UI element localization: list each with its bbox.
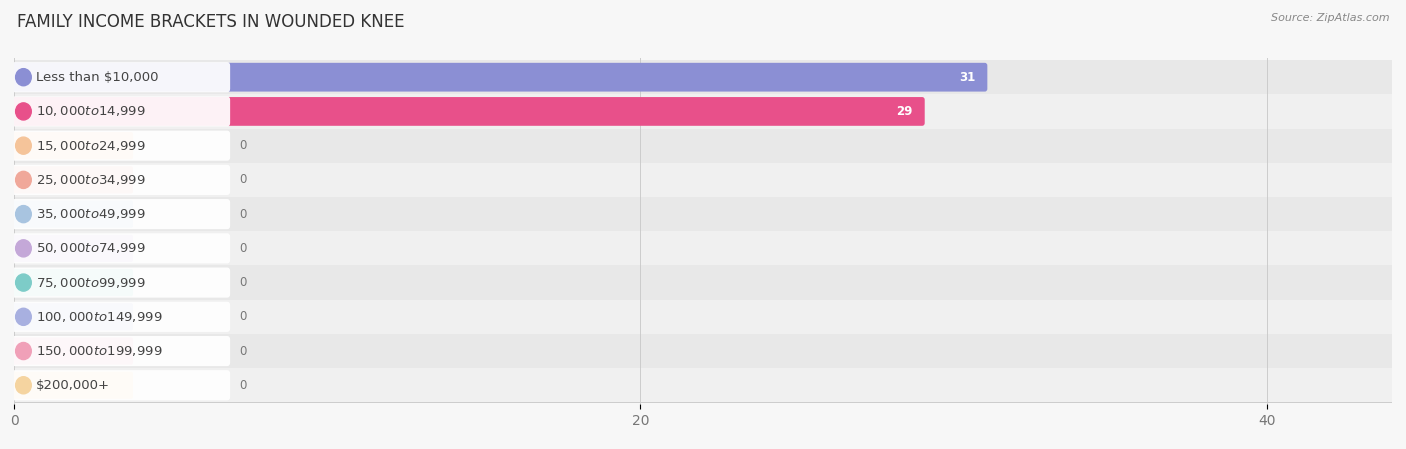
Text: $75,000 to $99,999: $75,000 to $99,999 [37, 276, 146, 290]
Text: $15,000 to $24,999: $15,000 to $24,999 [37, 139, 146, 153]
Bar [14, 94, 1392, 128]
Bar [14, 299, 1392, 334]
Circle shape [15, 377, 31, 394]
FancyBboxPatch shape [11, 233, 231, 264]
FancyBboxPatch shape [13, 337, 134, 365]
Text: 0: 0 [239, 276, 247, 289]
FancyBboxPatch shape [13, 372, 134, 399]
Text: 0: 0 [239, 207, 247, 220]
Text: 29: 29 [897, 105, 912, 118]
Text: $35,000 to $49,999: $35,000 to $49,999 [37, 207, 146, 221]
FancyBboxPatch shape [11, 97, 925, 126]
Circle shape [15, 69, 31, 86]
Bar [14, 128, 1392, 163]
Text: 0: 0 [239, 344, 247, 357]
Circle shape [15, 343, 31, 360]
Text: 0: 0 [239, 173, 247, 186]
Bar [14, 231, 1392, 265]
FancyBboxPatch shape [11, 370, 231, 401]
FancyBboxPatch shape [11, 63, 987, 92]
Bar [14, 368, 1392, 402]
FancyBboxPatch shape [11, 62, 231, 92]
FancyBboxPatch shape [11, 268, 231, 298]
Text: Source: ZipAtlas.com: Source: ZipAtlas.com [1271, 13, 1389, 23]
Bar [14, 163, 1392, 197]
Circle shape [15, 240, 31, 257]
Bar [14, 334, 1392, 368]
Circle shape [15, 274, 31, 291]
Circle shape [15, 137, 31, 154]
Text: $200,000+: $200,000+ [37, 379, 110, 392]
Text: 0: 0 [239, 242, 247, 255]
FancyBboxPatch shape [13, 269, 134, 296]
Text: Less than $10,000: Less than $10,000 [37, 70, 159, 84]
Circle shape [15, 172, 31, 189]
FancyBboxPatch shape [11, 199, 231, 229]
Text: $100,000 to $149,999: $100,000 to $149,999 [37, 310, 163, 324]
Text: 0: 0 [239, 379, 247, 392]
FancyBboxPatch shape [13, 235, 134, 262]
Text: FAMILY INCOME BRACKETS IN WOUNDED KNEE: FAMILY INCOME BRACKETS IN WOUNDED KNEE [17, 13, 405, 31]
Text: $10,000 to $14,999: $10,000 to $14,999 [37, 105, 146, 119]
FancyBboxPatch shape [13, 200, 134, 228]
Text: 0: 0 [239, 310, 247, 323]
Text: $150,000 to $199,999: $150,000 to $199,999 [37, 344, 163, 358]
FancyBboxPatch shape [11, 131, 231, 161]
FancyBboxPatch shape [11, 97, 231, 127]
Bar [14, 265, 1392, 299]
Circle shape [15, 308, 31, 326]
Text: 0: 0 [239, 139, 247, 152]
Text: $50,000 to $74,999: $50,000 to $74,999 [37, 242, 146, 255]
Circle shape [15, 103, 31, 120]
Text: $25,000 to $34,999: $25,000 to $34,999 [37, 173, 146, 187]
Text: 31: 31 [959, 70, 976, 84]
FancyBboxPatch shape [11, 336, 231, 366]
Bar [14, 197, 1392, 231]
FancyBboxPatch shape [11, 302, 231, 332]
FancyBboxPatch shape [13, 166, 134, 194]
Bar [14, 60, 1392, 94]
Circle shape [15, 206, 31, 223]
FancyBboxPatch shape [11, 165, 231, 195]
FancyBboxPatch shape [13, 303, 134, 330]
FancyBboxPatch shape [13, 132, 134, 159]
